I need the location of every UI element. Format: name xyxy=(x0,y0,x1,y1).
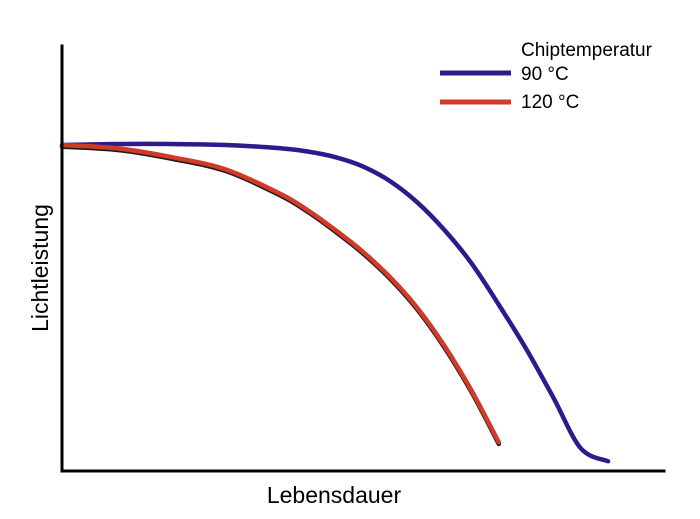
x-axis-label: Lebensdauer xyxy=(267,482,402,508)
legend-label-90c: 90 °C xyxy=(521,64,569,85)
series-line-120c xyxy=(59,142,502,445)
legend: Chiptemperatur 90 °C 120 °C xyxy=(440,40,653,113)
series-line-90c xyxy=(59,141,611,464)
plot-area xyxy=(59,141,611,464)
series-line-shadow-120c xyxy=(59,144,502,447)
y-axis-label: Lichtleistung xyxy=(27,204,53,332)
legend-title: Chiptemperatur xyxy=(521,40,653,61)
legend-label-120c: 120 °C xyxy=(521,92,579,113)
